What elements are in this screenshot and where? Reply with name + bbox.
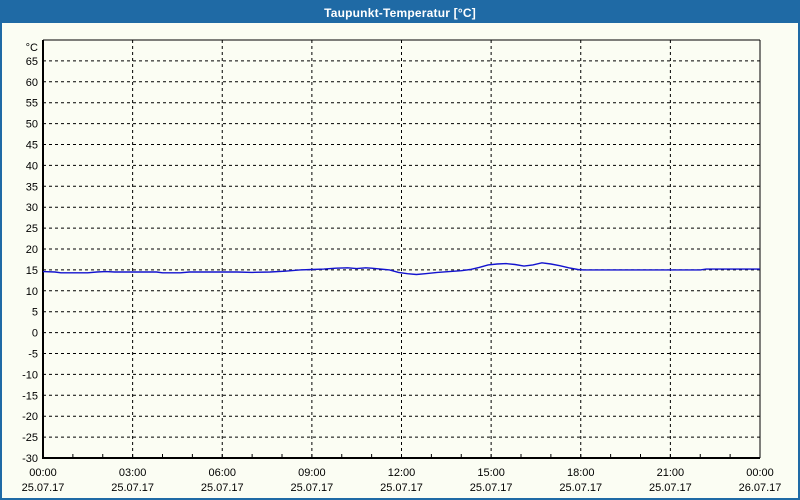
y-tick-label: 10: [26, 286, 38, 298]
x-tick-date-label: 26.07.17: [739, 482, 782, 494]
y-tick-label: 15: [26, 265, 38, 277]
x-tick-date-label: 25.07.17: [559, 482, 602, 494]
y-tick-label: -5: [28, 349, 38, 361]
y-axis-unit-label: °C: [26, 42, 38, 54]
x-tick-time-label: 06:00: [208, 467, 236, 479]
y-tick-label: 20: [26, 244, 38, 256]
y-tick-label: 40: [26, 160, 38, 172]
y-tick-label: 25: [26, 223, 38, 235]
x-tick-time-label: 18:00: [567, 467, 595, 479]
x-tick-time-label: 15:00: [477, 467, 505, 479]
chart-background: [2, 23, 798, 498]
y-tick-label: -10: [22, 369, 38, 381]
x-tick-date-label: 25.07.17: [470, 482, 513, 494]
chart-title: Taupunkt-Temperatur [°C]: [324, 5, 476, 20]
y-tick-label: 30: [26, 202, 38, 214]
chart-canvas: 65605550454035302520151050-5-10-15-20-25…: [2, 23, 798, 498]
y-tick-label: -20: [22, 411, 38, 423]
y-tick-label: -30: [22, 453, 38, 465]
x-tick-date-label: 25.07.17: [201, 482, 244, 494]
title-bar: Taupunkt-Temperatur [°C]: [2, 2, 798, 23]
x-tick-time-label: 21:00: [657, 467, 685, 479]
x-tick-date-label: 25.07.17: [290, 482, 333, 494]
y-tick-label: 60: [26, 77, 38, 89]
x-tick-date-label: 25.07.17: [649, 482, 692, 494]
y-tick-label: 55: [26, 98, 38, 110]
y-tick-label: -25: [22, 432, 38, 444]
x-tick-date-label: 25.07.17: [22, 482, 65, 494]
series-line-taupunkt-temperatur: [42, 262, 760, 276]
y-tick-label: 5: [32, 307, 38, 319]
x-tick-time-label: 00:00: [746, 467, 774, 479]
y-tick-label: 35: [26, 181, 38, 193]
x-tick-date-label: 25.07.17: [380, 482, 423, 494]
chart-area: 65 60 55 50 45 40 35 30 25 20 15 10 5 0 -5 -10 -15 -20 -25…: [2, 23, 798, 498]
x-tick-time-label: 03:00: [119, 467, 147, 479]
y-tick-label: 0: [32, 328, 38, 340]
y-tick-label: 65: [26, 56, 38, 68]
y-tick-label: 45: [26, 140, 38, 152]
x-tick-time-label: 00:00: [29, 467, 57, 479]
x-tick-time-label: 12:00: [388, 467, 416, 479]
y-tick-label: 50: [26, 119, 38, 131]
x-tick-time-label: 09:00: [298, 467, 326, 479]
x-tick-date-label: 25.07.17: [111, 482, 154, 494]
y-tick-label: -15: [22, 390, 38, 402]
